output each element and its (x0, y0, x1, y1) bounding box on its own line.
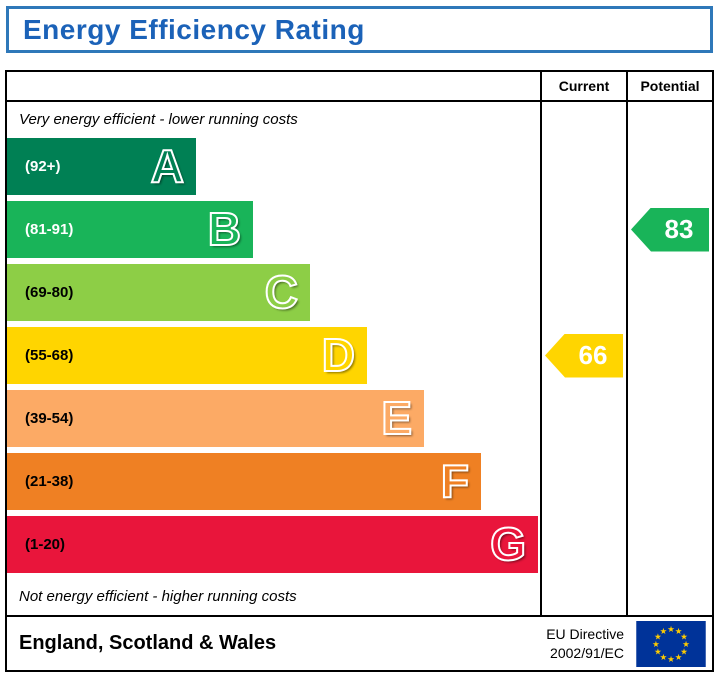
eu-directive-line1: EU Directive (546, 625, 624, 642)
svg-text:★: ★ (675, 652, 683, 662)
bands-area: Very energy efficient - lower running co… (7, 102, 540, 615)
svg-text:★: ★ (680, 631, 688, 641)
column-header-current: Current (540, 72, 626, 100)
svg-text:★: ★ (682, 639, 690, 649)
svg-text:★: ★ (667, 654, 675, 664)
svg-text:★: ★ (660, 652, 668, 662)
svg-text:★: ★ (675, 625, 683, 635)
potential-column: 83 (626, 102, 712, 615)
band-row-d: (55-68) D (7, 327, 540, 384)
current-column: 66 (540, 102, 626, 615)
band-range-g: (1-20) (25, 536, 66, 553)
page-title: Energy Efficiency Rating (23, 13, 365, 45)
band-row-c: (69-80) C (7, 264, 540, 321)
band-row-e: (39-54) E (7, 390, 540, 447)
band-range-e: (39-54) (25, 410, 74, 427)
table-body: Very energy efficient - lower running co… (7, 102, 712, 615)
bottom-note: Not energy efficient - higher running co… (19, 588, 297, 605)
band-bar-b: (81-91) B (7, 201, 253, 258)
band-range-a: (92+) (25, 158, 61, 175)
band-bar-f: (21-38) F (7, 453, 481, 510)
title-box: Energy Efficiency Rating (6, 6, 713, 53)
top-note: Very energy efficient - lower running co… (19, 111, 298, 128)
band-letter-a: A (150, 139, 185, 192)
band-row-b: (81-91) B (7, 201, 540, 258)
band-letter-f: F (440, 454, 470, 507)
band-row-g: (1-20) G (7, 516, 540, 573)
band-row-f: (21-38) F (7, 453, 540, 510)
band-letter-b: B (207, 202, 242, 255)
eu-directive-line2: 2002/91/EC (550, 644, 624, 661)
eu-directive-label: EU Directive 2002/91/EC (546, 625, 624, 663)
svg-text:★: ★ (652, 639, 660, 649)
column-header-potential: Potential (626, 72, 712, 100)
band-range-c: (69-80) (25, 284, 74, 301)
energy-rating-table: Current Potential Very energy efficient … (5, 70, 714, 617)
band-letter-e: E (380, 391, 413, 444)
svg-text:★: ★ (654, 631, 662, 641)
potential-marker: 83 (631, 207, 709, 252)
band-letter-g: G (489, 517, 527, 570)
table-header-row: Current Potential (7, 72, 712, 102)
band-bars: (92+) A (81-91) B (69-80) C (7, 138, 540, 579)
current-marker: 66 (545, 333, 623, 378)
band-range-f: (21-38) (25, 473, 74, 490)
band-row-a: (92+) A (7, 138, 540, 195)
band-range-b: (81-91) (25, 221, 74, 238)
band-letter-d: D (321, 328, 356, 381)
band-bar-d: (55-68) D (7, 327, 367, 384)
footer-bar: England, Scotland & Wales EU Directive 2… (5, 615, 714, 672)
band-bar-c: (69-80) C (7, 264, 310, 321)
svg-text:★: ★ (680, 646, 688, 656)
svg-text:★: ★ (660, 625, 668, 635)
band-letter-c: C (264, 265, 299, 318)
svg-text:★: ★ (654, 646, 662, 656)
eu-flag-icon: ★ ★ ★ ★ ★ ★ ★ ★ ★ ★ ★ ★ (636, 620, 706, 667)
band-bar-a: (92+) A (7, 138, 196, 195)
band-range-d: (55-68) (25, 347, 74, 364)
header-spacer (7, 72, 540, 100)
band-bar-g: (1-20) G (7, 516, 538, 573)
svg-text:★: ★ (667, 623, 675, 633)
footer-region: England, Scotland & Wales (19, 632, 277, 654)
band-bar-e: (39-54) E (7, 390, 424, 447)
